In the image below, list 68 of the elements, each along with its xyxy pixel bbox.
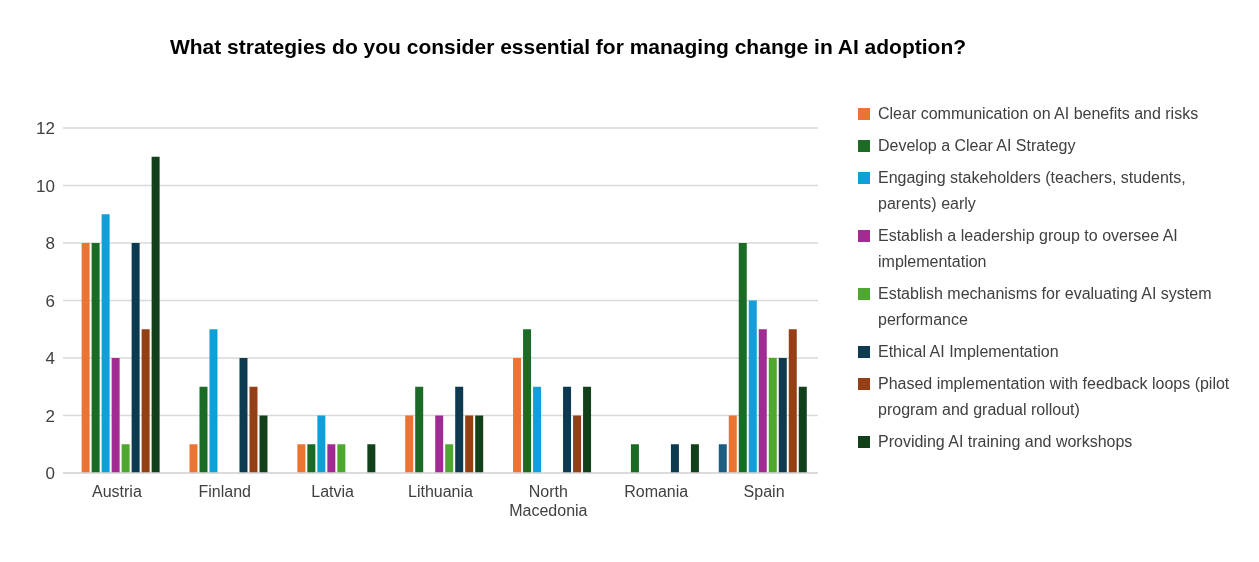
bar	[465, 415, 474, 473]
bar	[189, 444, 198, 473]
bar	[317, 415, 326, 473]
bar	[239, 358, 248, 473]
bar	[718, 444, 727, 473]
bar	[630, 444, 639, 473]
legend-label: Phased implementation with feedback loops (pilot program and gradual rollout)	[878, 373, 1231, 420]
bar	[563, 386, 572, 473]
y-tick-label: 0	[45, 464, 55, 484]
bar	[259, 415, 268, 473]
bar	[748, 300, 757, 473]
bar	[91, 243, 100, 473]
legend-label: Establish a leadership group to oversee AI implementation	[878, 225, 1179, 272]
bar	[337, 444, 346, 473]
y-tick-label: 10	[36, 176, 55, 196]
bar	[445, 444, 454, 473]
bar	[131, 243, 140, 473]
x-tick-label: Romania	[624, 483, 689, 500]
bar	[778, 358, 787, 473]
legend-label: Develop a Clear AI Strategy	[878, 135, 1076, 156]
legend-label: Clear communication on AI benefits and risks	[878, 103, 1199, 124]
x-tick-label: Latvia	[311, 483, 355, 500]
bar	[523, 329, 532, 473]
bar	[141, 329, 150, 473]
x-tick-label: Lithuania	[408, 483, 474, 500]
legend-label: Establish mechanisms for evaluating AI system performance	[878, 283, 1213, 330]
bar	[690, 444, 699, 473]
bar	[788, 329, 797, 473]
bar	[798, 386, 807, 473]
bar	[670, 444, 679, 473]
bar	[209, 329, 218, 473]
y-tick-label: 12	[36, 119, 55, 139]
y-tick-label: 8	[45, 234, 55, 254]
chart-title: What strategies do you consider essential for managing change in AI adoption?	[168, 34, 968, 60]
legend-label: Engaging stakeholders (teachers, students, parents) early	[878, 167, 1187, 214]
bar	[573, 415, 582, 473]
y-tick-label: 6	[45, 291, 55, 311]
bar	[415, 386, 424, 473]
x-tick-label: Spain	[743, 483, 785, 500]
bar	[513, 358, 522, 473]
x-tick-label: North Macedonia	[509, 483, 588, 519]
bar	[151, 156, 160, 473]
bar	[81, 243, 90, 473]
bar	[738, 243, 747, 473]
bar	[307, 444, 316, 473]
x-tick-label: Finland	[198, 483, 252, 500]
bar	[297, 444, 306, 473]
bar	[435, 415, 444, 473]
legend-label: Providing AI training and workshops	[878, 431, 1133, 452]
bar	[455, 386, 464, 473]
bar	[728, 415, 737, 473]
bar	[327, 444, 336, 473]
bar	[533, 386, 542, 473]
bar	[768, 358, 777, 473]
legend-label: Ethical AI Implementation	[878, 341, 1059, 362]
bar	[758, 329, 767, 473]
bar	[121, 444, 130, 473]
x-tick-label: Austria	[92, 483, 142, 500]
bar	[367, 444, 376, 473]
bar	[101, 214, 110, 473]
y-tick-label: 2	[45, 406, 55, 426]
bar	[405, 415, 414, 473]
bar	[111, 358, 120, 473]
bar	[583, 386, 592, 473]
y-tick-label: 4	[45, 349, 55, 369]
bar	[249, 386, 258, 473]
bar	[199, 386, 208, 473]
bar	[475, 415, 484, 473]
